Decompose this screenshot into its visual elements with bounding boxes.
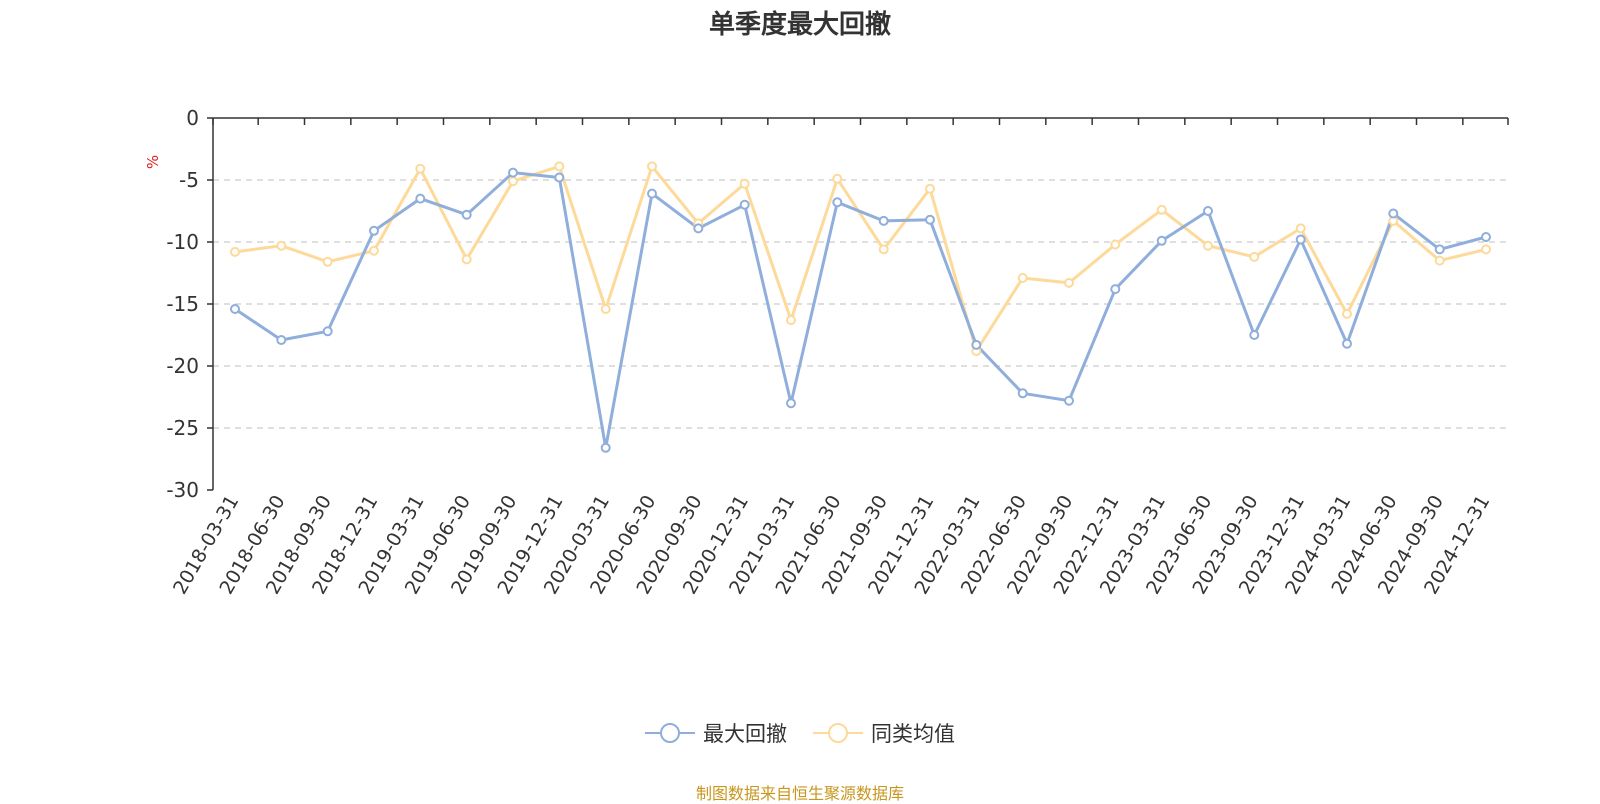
legend-marker-icon [813,723,863,743]
data-point-1 [786,315,796,326]
data-point-0 [415,193,426,204]
y-tick-label: -20 [166,354,199,378]
y-tick-label: -15 [166,292,199,316]
data-point-0 [1017,388,1028,399]
source-note: 制图数据来自恒生聚源数据库 [695,784,904,803]
data-point-0 [554,172,565,183]
legend-item-series-1[interactable]: 同类均值 [813,718,955,748]
legend-marker-icon [645,723,695,743]
data-point-1 [322,256,333,267]
data-point-1 [878,244,889,255]
data-point-0 [1342,338,1352,349]
data-point-1 [508,176,518,187]
data-point-0 [1249,330,1260,340]
data-point-1 [1156,204,1167,215]
grid-lines [213,179,1508,429]
data-point-1 [1017,273,1028,283]
data-point-1 [600,304,611,314]
data-point-1 [1295,223,1306,234]
legend-label: 最大回撤 [703,722,787,746]
data-point-0 [230,304,240,314]
y-tick-label: 0 [186,106,199,130]
data-point-1 [647,161,657,172]
data-point-1 [1110,239,1121,250]
data-point-1 [230,246,240,257]
y-tick-label: -5 [179,168,199,192]
data-point-0 [1110,284,1121,295]
data-point-0 [1434,244,1445,255]
data-point-0 [1156,235,1167,246]
data-point-0 [276,335,287,345]
series-line-0 [234,171,1487,450]
data-point-0 [878,215,889,226]
data-point-1 [1064,277,1074,288]
data-point-0 [647,188,657,199]
y-axis-unit-label: % [144,155,162,169]
data-point-1 [1481,244,1491,255]
series-lines [234,164,1487,450]
data-point-1 [554,161,565,172]
data-point-0 [322,326,333,337]
legend-item-series-0[interactable]: 最大回撤 [645,718,787,748]
chart-title: 单季度最大回撤 [708,10,891,40]
data-point-0 [369,225,379,236]
data-point-1 [1203,240,1213,251]
data-point-0 [832,197,843,208]
data-point-0 [786,398,796,409]
data-point-0 [1388,208,1399,219]
y-tick-label: -10 [166,230,199,254]
data-point-1 [415,163,426,174]
data-point-0 [1481,232,1491,242]
data-point-0 [600,442,611,453]
series-line-1 [234,164,1487,353]
data-point-0 [925,214,935,225]
y-tick-label: -25 [166,416,199,440]
data-point-0 [461,209,472,220]
y-tick-label: -30 [166,478,199,502]
data-point-1 [1434,255,1445,266]
data-points [230,161,1491,453]
data-point-1 [369,245,379,256]
data-point-1 [461,254,472,265]
data-point-1 [739,178,750,189]
data-point-0 [971,339,982,350]
legend: 最大回撤 同类均值 [0,718,1600,748]
data-point-1 [276,240,287,251]
data-point-0 [508,167,518,178]
data-point-1 [832,173,843,184]
data-point-1 [925,183,935,194]
legend-label: 同类均值 [871,722,955,746]
data-point-0 [1203,206,1213,216]
data-point-0 [739,199,750,210]
data-point-0 [1064,395,1074,406]
data-point-1 [1342,308,1352,319]
data-point-0 [1295,234,1306,245]
data-point-0 [693,223,704,234]
data-point-1 [1249,251,1260,262]
